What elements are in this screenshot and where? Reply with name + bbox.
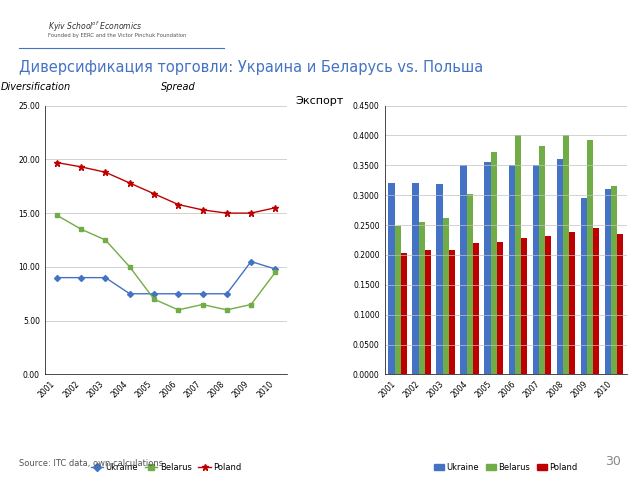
- Poland: [223, 210, 230, 216]
- Bar: [617, 234, 623, 374]
- Bar: [611, 186, 617, 374]
- Poland: [102, 169, 109, 175]
- Belarus: [150, 296, 158, 302]
- Ukraine: [77, 275, 85, 280]
- Ukraine: [53, 275, 61, 280]
- Bar: [443, 218, 449, 374]
- Bar: [515, 135, 521, 374]
- Ukraine: [198, 291, 206, 297]
- Bar: [545, 236, 551, 374]
- Legend: Ukraine, Belarus, Poland: Ukraine, Belarus, Poland: [431, 459, 581, 475]
- Belarus: [223, 307, 230, 313]
- Poland: [175, 202, 182, 207]
- Bar: [491, 152, 497, 374]
- Bar: [449, 250, 455, 374]
- Bar: [563, 135, 569, 374]
- Poland: [77, 164, 85, 170]
- Bar: [425, 250, 431, 374]
- Bar: [419, 222, 425, 374]
- Bar: [539, 146, 545, 374]
- Line: Belarus: Belarus: [55, 213, 277, 312]
- Bar: [412, 183, 419, 374]
- Ukraine: [271, 266, 279, 272]
- Bar: [460, 165, 467, 374]
- Ukraine: [126, 291, 134, 297]
- Bar: [569, 232, 575, 374]
- Bar: [473, 243, 479, 374]
- Line: Ukraine: Ukraine: [55, 259, 277, 296]
- Bar: [395, 226, 401, 374]
- Text: Diversification: Diversification: [1, 82, 71, 92]
- Belarus: [77, 227, 85, 232]
- Text: Экспорт: Экспорт: [296, 96, 344, 106]
- Bar: [388, 183, 395, 374]
- Belarus: [271, 269, 279, 275]
- Belarus: [126, 264, 134, 270]
- Belarus: [102, 237, 109, 243]
- Poland: [198, 207, 206, 213]
- Text: Spread: Spread: [161, 82, 196, 92]
- Bar: [580, 198, 587, 374]
- Belarus: [175, 307, 182, 313]
- Bar: [497, 242, 503, 374]
- Ukraine: [223, 291, 230, 297]
- Belarus: [198, 301, 206, 307]
- Line: Poland: Poland: [54, 159, 279, 216]
- Bar: [467, 194, 473, 374]
- Text: Kyiv School$^{of}$ Economics: Kyiv School$^{of}$ Economics: [48, 19, 143, 34]
- Bar: [521, 238, 527, 374]
- Poland: [271, 205, 279, 211]
- Poland: [126, 180, 134, 186]
- Poland: [53, 160, 61, 166]
- Poland: [247, 210, 255, 216]
- Bar: [532, 165, 539, 374]
- Text: Source: ITC data, own calculations: Source: ITC data, own calculations: [19, 459, 163, 468]
- Bar: [509, 165, 515, 374]
- Bar: [484, 162, 491, 374]
- Ukraine: [247, 259, 255, 264]
- Text: Диверсификация торговли: Украина и Беларусь vs. Польша: Диверсификация торговли: Украина и Белар…: [19, 60, 483, 75]
- Ukraine: [102, 275, 109, 280]
- Bar: [401, 252, 407, 374]
- Ukraine: [175, 291, 182, 297]
- Poland: [150, 191, 158, 197]
- Belarus: [53, 212, 61, 218]
- Bar: [593, 228, 599, 374]
- Bar: [436, 184, 443, 374]
- Text: 30: 30: [605, 455, 621, 468]
- Bar: [587, 140, 593, 374]
- Bar: [557, 159, 563, 374]
- Ukraine: [150, 291, 158, 297]
- Belarus: [247, 301, 255, 307]
- Bar: [605, 189, 611, 374]
- Legend: Ukraine, Belarus, Poland: Ukraine, Belarus, Poland: [87, 459, 245, 475]
- Text: Founded by EERC and the Victor Pinchuk Foundation: Founded by EERC and the Victor Pinchuk F…: [48, 34, 186, 38]
